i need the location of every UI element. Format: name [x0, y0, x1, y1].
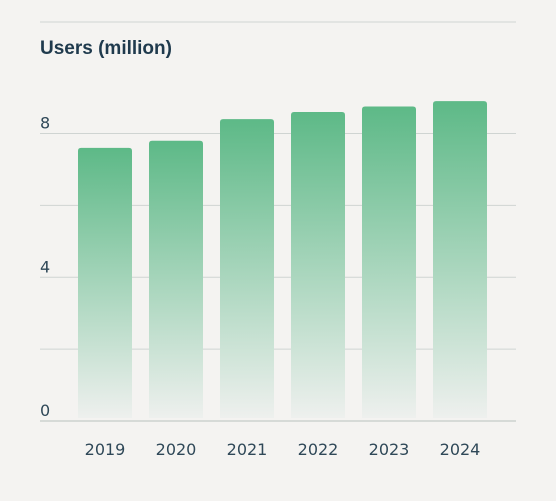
- bar-2020: [149, 140, 203, 418]
- bar-2024: [433, 101, 487, 418]
- x-tick-label: 2023: [369, 440, 410, 459]
- x-tick-label: 2022: [298, 440, 339, 459]
- bar-2019: [78, 147, 132, 418]
- x-tick-label: 2024: [440, 440, 481, 459]
- bar-2023: [362, 106, 416, 418]
- x-tick-label: 2020: [156, 440, 197, 459]
- chart-title: Users (million): [40, 38, 172, 59]
- y-tick-label: 8: [40, 114, 50, 133]
- y-tick-label: 0: [40, 401, 50, 420]
- y-tick-label: 4: [40, 257, 50, 276]
- x-tick-label: 2021: [227, 440, 268, 459]
- bar-2021: [220, 119, 274, 418]
- bar-2022: [291, 111, 345, 418]
- bars: [78, 101, 487, 418]
- tick-labels: 0 4 8 2019 2020 2021 2022 2023 2024: [40, 114, 480, 460]
- x-tick-label: 2019: [85, 440, 126, 459]
